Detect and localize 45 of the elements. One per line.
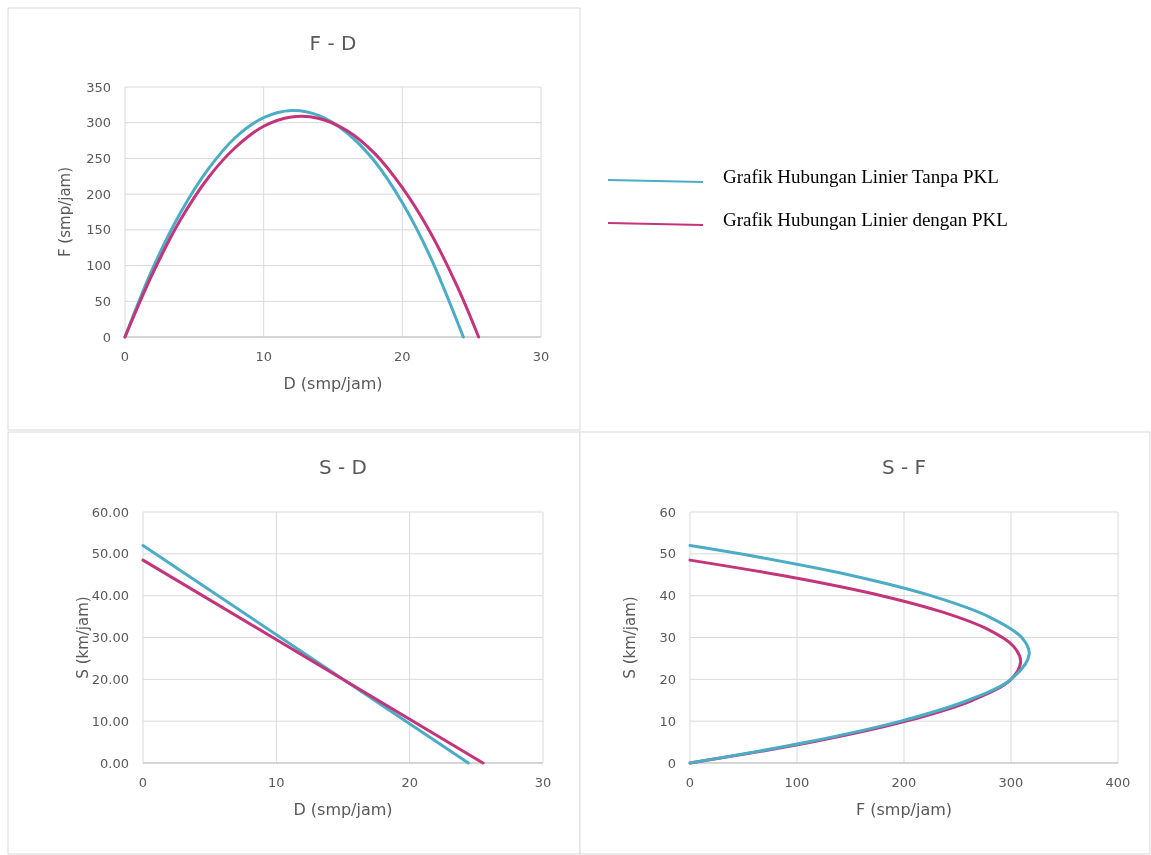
y-tick-label: 300 xyxy=(86,115,111,131)
y-tick-label: 10.00 xyxy=(91,713,129,729)
y-tick-label: 50 xyxy=(659,546,676,562)
y-tick-label: 250 xyxy=(86,150,111,166)
chart-title: S - F xyxy=(881,455,927,479)
y-axis-title: S (km/jam) xyxy=(621,596,639,679)
y-tick-label: 0 xyxy=(102,329,111,345)
x-axis-title: D (smp/jam) xyxy=(293,800,393,819)
legend-label: Grafik Hubungan Linier dengan PKL xyxy=(723,208,1008,230)
y-tick-label: 40 xyxy=(659,588,676,604)
y-tick-label: 150 xyxy=(86,222,111,238)
x-tick-label: 100 xyxy=(784,775,810,790)
y-axis-title: F (smp/jam) xyxy=(56,166,74,258)
y-tick-label: 350 xyxy=(86,79,111,95)
x-tick-label: 0 xyxy=(685,775,695,790)
y-tick-label: 200 xyxy=(86,186,111,202)
chart-title: F - D xyxy=(309,31,357,55)
x-tick-label: 20 xyxy=(401,775,418,790)
y-tick-label: 0 xyxy=(667,755,676,771)
x-tick-label: 20 xyxy=(394,349,411,364)
x-tick-label: 10 xyxy=(268,775,285,790)
x-tick-label: 400 xyxy=(1105,775,1131,790)
legend-label: Grafik Hubungan Linier Tanpa PKL xyxy=(723,165,999,187)
x-axis-title: F (smp/jam) xyxy=(855,800,953,819)
x-tick-label: 30 xyxy=(534,775,552,790)
y-tick-label: 30 xyxy=(659,630,676,646)
x-tick-label: 300 xyxy=(998,775,1024,790)
y-tick-label: 40.00 xyxy=(91,588,129,604)
y-tick-label: 30.00 xyxy=(91,630,129,646)
y-axis-title: S (km/jam) xyxy=(74,596,92,679)
x-tick-label: 10 xyxy=(255,349,272,364)
y-tick-label: 20 xyxy=(659,671,676,687)
y-tick-label: 0.00 xyxy=(100,755,129,771)
y-tick-label: 50 xyxy=(94,293,111,309)
y-tick-label: 10 xyxy=(659,713,676,729)
chart-title: S - D xyxy=(318,455,368,479)
y-tick-label: 50.00 xyxy=(91,546,129,562)
y-tick-label: 20.00 xyxy=(91,671,129,687)
x-tick-label: 30 xyxy=(532,349,550,364)
x-tick-label: 200 xyxy=(891,775,917,790)
y-tick-label: 100 xyxy=(86,258,111,274)
x-axis-title: D (smp/jam) xyxy=(283,374,383,393)
x-tick-label: 0 xyxy=(138,775,148,790)
y-tick-label: 60 xyxy=(659,504,676,520)
y-tick-label: 60.00 xyxy=(91,504,129,520)
